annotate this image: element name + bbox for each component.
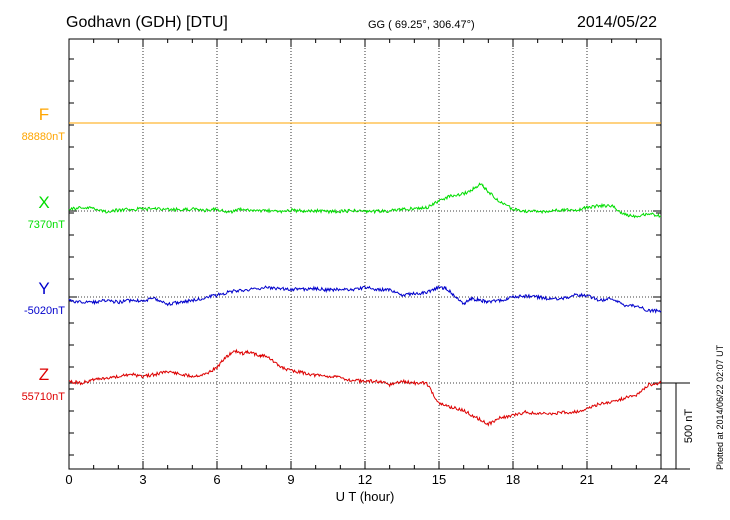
series-label-z: Z: [39, 365, 49, 384]
plot-frame: [68, 38, 662, 470]
plotted-timestamp: Plotted at 2014/06/22 02:07 UT: [715, 344, 725, 470]
x-tick-label: 24: [654, 472, 668, 487]
x-tick-label: 15: [432, 472, 446, 487]
baseline-value-y: -5020nT: [24, 305, 65, 317]
series-line-z: [68, 348, 662, 427]
station-title: Godhavn (GDH) [DTU]: [66, 14, 228, 31]
plot-date: 2014/05/22: [577, 14, 658, 31]
series-line-x: [68, 182, 662, 219]
x-axis-label: U T (hour): [336, 489, 395, 504]
x-tick-label: 9: [287, 472, 294, 487]
x-tick-label: 12: [358, 472, 372, 487]
x-tick-label: 18: [506, 472, 520, 487]
x-tick-label: 0: [65, 472, 72, 487]
scale-bar-label: 500 nT: [683, 409, 695, 444]
station-coordinates: GG ( 69.25°, 306.47°): [368, 19, 475, 31]
baseline-value-f: 88880nT: [22, 131, 66, 143]
baseline-value-x: 7370nT: [28, 219, 66, 231]
series-label-y: Y: [38, 279, 49, 298]
series-label-x: X: [38, 193, 49, 212]
x-tick-label: 21: [580, 472, 594, 487]
series-label-f: F: [39, 105, 49, 124]
x-tick-label: 6: [213, 472, 220, 487]
baseline-value-z: 55710nT: [22, 391, 66, 403]
series-line-y: [68, 285, 662, 314]
x-tick-label: 3: [139, 472, 146, 487]
